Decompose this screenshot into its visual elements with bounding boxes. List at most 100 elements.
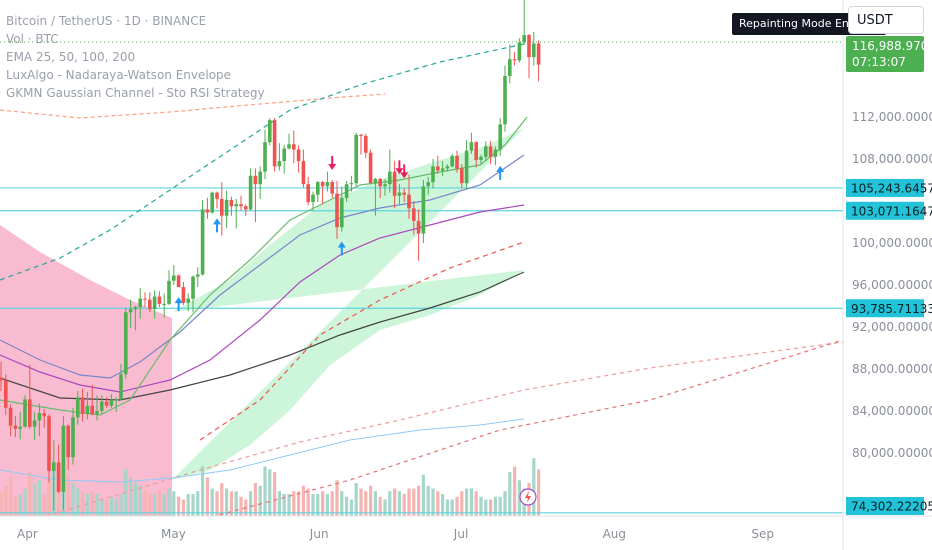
volume-bar [81,491,85,516]
candle-body [172,275,176,281]
legend-volume[interactable]: Vol · BTC [6,32,59,46]
candle-body [436,166,440,171]
candle-body [340,197,344,228]
time-axis-label: May [161,527,186,541]
candle-body [469,142,474,151]
volume-bar [181,499,185,516]
candle-body [248,175,253,210]
buy-signal-arrow [174,297,183,312]
candle-body [272,120,277,167]
candle-body [421,186,426,234]
candle-body [325,182,330,187]
volume-bar [474,491,478,516]
candles [0,0,541,511]
volume-bar [325,494,329,516]
repaint-badge: Repainting Mode Enabled [732,13,887,35]
candle-body [359,134,363,136]
volume-bar [513,466,517,516]
price-axis-label: 112,000.00000 [852,110,932,124]
candle-body [508,59,512,77]
price-axis: 112,000.00000 108,000.00000 100,000.00000 9… [843,0,932,550]
candle-body [493,149,498,157]
candle-body [253,175,258,185]
candle-body [234,204,238,207]
volume-bar [9,477,13,516]
price-axis-label: 84,000.00000 [852,404,932,418]
candle-body [71,417,75,458]
volume-bar [450,499,454,516]
volume-bar [47,477,51,516]
candle-body [152,296,157,310]
price-axis-label: 108,000.00000 [852,152,932,166]
volume-bar [153,494,157,516]
volume-series [0,452,541,516]
volume-bar [426,485,430,516]
time-axis-label: Jun [309,527,329,541]
volume-bar [330,491,334,516]
last-price-value: 116,988.97000 [852,39,932,53]
volume-bar [378,496,382,516]
volume-bar [4,485,8,516]
candle-body [536,43,541,65]
volume-bar [465,488,469,516]
level-badge-label: 74,302.22205 [851,500,932,514]
volume-bar [469,488,473,516]
candle-body [277,161,282,167]
volume-bar [479,496,483,516]
gaussian-channel-bear-zone [0,225,172,550]
candle-body [28,399,32,427]
candle-body [388,171,392,185]
candle-body [61,425,66,492]
volume-bar [95,494,99,516]
sell-signal-arrow [395,160,404,175]
currency-selector[interactable]: USDT [848,6,924,34]
candle-body [23,399,27,427]
candle-body [296,149,301,162]
legend-symbol[interactable]: Bitcoin / TetherUS · 1D · BINANCE [6,14,207,28]
volume-bar [268,469,272,516]
candle-body [450,155,454,167]
volume-bar [220,483,224,516]
candle-body [412,208,416,221]
candle-body [292,144,296,150]
volume-bar [460,491,464,516]
candle-body [503,76,507,125]
volume-bar [321,491,325,516]
candle-body [373,178,378,184]
volume-bar [114,499,118,516]
volume-bar [297,491,301,516]
price-countdown: 07:13:07 [852,55,906,69]
candle-body [18,426,22,429]
price-axis-bg [843,0,932,550]
legend-ema[interactable]: EMA 25, 50, 100, 200 [6,50,136,64]
candle-body [364,135,368,153]
volume-bar [503,491,507,516]
legend-gkmn[interactable]: GKMN Gaussian Channel - Sto RSI Strategy [6,86,265,100]
volume-bar [263,466,267,516]
volume-bar [239,496,243,516]
candle-body [138,298,142,308]
volume-bar [37,480,41,516]
volume-bar [445,499,449,516]
volume-bar [196,491,200,516]
volume-bar [162,494,166,516]
volume-bar [13,496,17,516]
volume-bar [210,488,214,516]
candle-body [104,401,109,406]
buy-signal-arrow [337,241,346,256]
volume-bar [172,491,176,516]
candle-body [37,413,42,421]
candle-body [85,405,90,415]
volume-bar [76,488,80,516]
candle-body [143,298,147,300]
time-axis-label: Aug [603,527,626,541]
volume-bar [340,491,344,516]
candle-body [354,134,358,184]
volume-bar [253,483,257,516]
last-price-badge: 116,988.97000 07:13:07 [846,36,932,72]
volume-bar [66,474,70,516]
volume-bar [311,494,315,516]
legend-luxalgo[interactable]: LuxAlgo - Nadaraya-Watson Envelope [6,68,232,82]
